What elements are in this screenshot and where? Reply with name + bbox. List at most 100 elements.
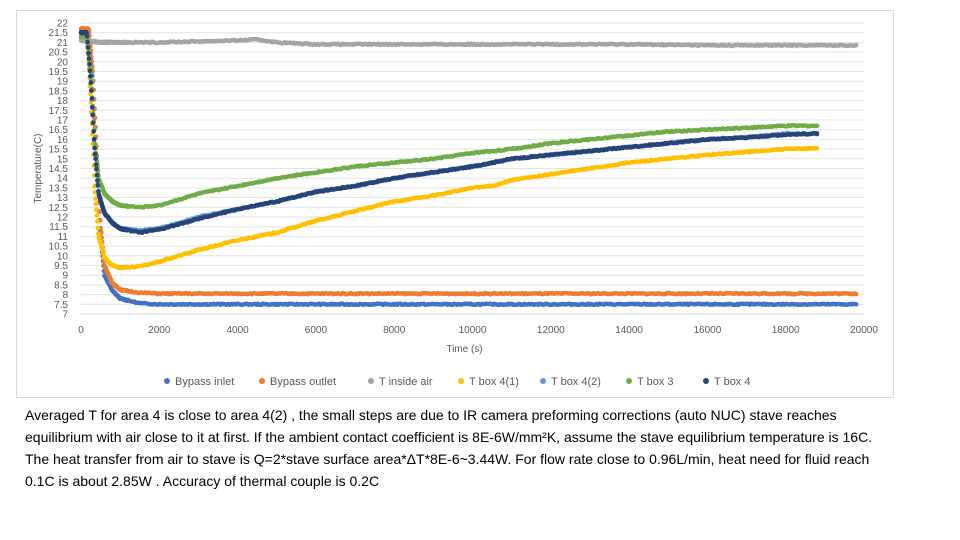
data-point <box>94 172 100 178</box>
y-tick-label: 21.5 <box>49 28 69 39</box>
y-tick-label: 13 <box>57 193 69 204</box>
data-point <box>93 201 99 207</box>
x-tick-label: 8000 <box>383 325 406 336</box>
legend-label: T box 4(1) <box>469 376 519 388</box>
chart-area: 7 7.5 8 8.5 9 9.5 10 10.5 11 11.5 12 12.5 13 13.5 14 14… <box>16 10 894 398</box>
legend-label: Bypass outlet <box>270 376 336 388</box>
y-tick-label: 10 <box>57 251 69 262</box>
data-point <box>90 112 95 118</box>
x-tick-label: 6000 <box>305 325 328 336</box>
data-point <box>88 74 93 79</box>
data-point <box>95 219 100 224</box>
data-point <box>89 96 95 101</box>
data-point <box>91 136 97 142</box>
y-tick-label: 12 <box>57 213 69 224</box>
y-tick-label: 13.5 <box>49 183 69 194</box>
data-point <box>94 207 99 213</box>
y-tick-label: 7.5 <box>54 300 68 311</box>
legend-item: T box 4 <box>703 376 751 388</box>
legend-label: T inside air <box>379 376 433 388</box>
x-axis-title: Time (s) <box>446 344 482 355</box>
y-tick-label: 14 <box>57 174 69 185</box>
y-tick-label: 19 <box>57 77 69 88</box>
legend-marker <box>368 378 374 384</box>
data-point <box>93 162 99 167</box>
legend-label: T box 3 <box>637 376 674 388</box>
y-tick-label: 16.5 <box>49 125 69 136</box>
data-point <box>92 145 97 151</box>
legend-item: T inside air <box>368 376 433 388</box>
y-tick-label: 20.5 <box>49 48 69 59</box>
y-tick-label: 22 <box>57 19 69 30</box>
y-tick-label: 11.5 <box>49 222 68 233</box>
data-point <box>93 196 98 201</box>
legend-item: T box 4(1) <box>458 376 519 388</box>
data-point <box>92 151 98 157</box>
data-point <box>84 33 90 39</box>
series-t-box-4 <box>78 29 820 235</box>
y-tick-label: 7 <box>62 310 68 321</box>
legend-marker <box>626 378 632 384</box>
plot-series <box>78 26 859 308</box>
legend-label: T box 4 <box>714 376 751 388</box>
y-tick-label: 21 <box>57 38 69 49</box>
data-point <box>95 178 100 183</box>
x-tick-label: 12000 <box>537 325 565 336</box>
data-point <box>853 42 859 48</box>
y-tick-label: 11 <box>58 232 69 243</box>
x-tick-label: 16000 <box>693 325 721 336</box>
legend-marker <box>259 378 265 384</box>
y-tick-label: 18 <box>57 96 69 107</box>
caption-text: Averaged T for area 4 is close to area 4… <box>25 407 873 489</box>
data-point <box>853 291 859 297</box>
y-tick-label: 16 <box>57 135 69 146</box>
x-tick-label: 4000 <box>226 325 249 336</box>
data-point <box>814 131 820 137</box>
y-tick-label: 8.5 <box>54 280 68 291</box>
data-point <box>853 302 859 307</box>
x-tick-label: 0 <box>78 325 84 336</box>
y-tick-label: 9.5 <box>54 261 68 272</box>
data-point <box>96 188 101 194</box>
series-bypass-outlet <box>78 26 859 297</box>
x-tick-label: 2000 <box>148 325 171 336</box>
legend-item: Bypass inlet <box>164 376 234 388</box>
y-tick-label: 18.5 <box>49 86 69 97</box>
y-tick-label: 9 <box>62 271 68 282</box>
series-bypass-inlet <box>78 29 859 308</box>
x-tick-label: 10000 <box>459 325 487 336</box>
data-point <box>85 39 90 45</box>
y-tick-label: 15 <box>57 154 69 165</box>
data-point <box>86 56 92 61</box>
legend-marker <box>540 378 546 384</box>
y-axis-title: Temperature(C) <box>33 133 44 203</box>
legend-label: T box 4(2) <box>551 376 601 388</box>
series-t-box-3 <box>78 33 820 210</box>
data-point <box>94 166 99 172</box>
data-point <box>85 45 91 50</box>
data-point <box>92 141 98 147</box>
data-point <box>90 105 95 110</box>
data-point <box>96 231 101 236</box>
axis-ticks: 77.588.599.51010.51111.51212.51313.51414… <box>49 19 879 337</box>
data-point <box>87 68 93 74</box>
data-point <box>87 61 92 67</box>
x-tick-label: 14000 <box>615 325 643 336</box>
data-point <box>91 129 96 134</box>
data-point <box>95 182 101 188</box>
y-tick-label: 8 <box>62 290 68 301</box>
series-t-inside-air <box>78 36 859 49</box>
data-point <box>89 88 94 93</box>
legend-item: T box 4(2) <box>540 376 601 388</box>
y-tick-label: 15.5 <box>49 145 69 156</box>
data-point <box>814 123 820 129</box>
y-tick-label: 19.5 <box>49 67 69 78</box>
y-tick-label: 17 <box>57 116 69 127</box>
data-point <box>86 51 91 56</box>
data-point <box>93 156 98 162</box>
legend-item: T box 3 <box>626 376 674 388</box>
data-point <box>94 213 100 218</box>
legend-label: Bypass inlet <box>175 376 234 388</box>
legend-marker <box>703 378 709 384</box>
data-point <box>814 145 820 151</box>
